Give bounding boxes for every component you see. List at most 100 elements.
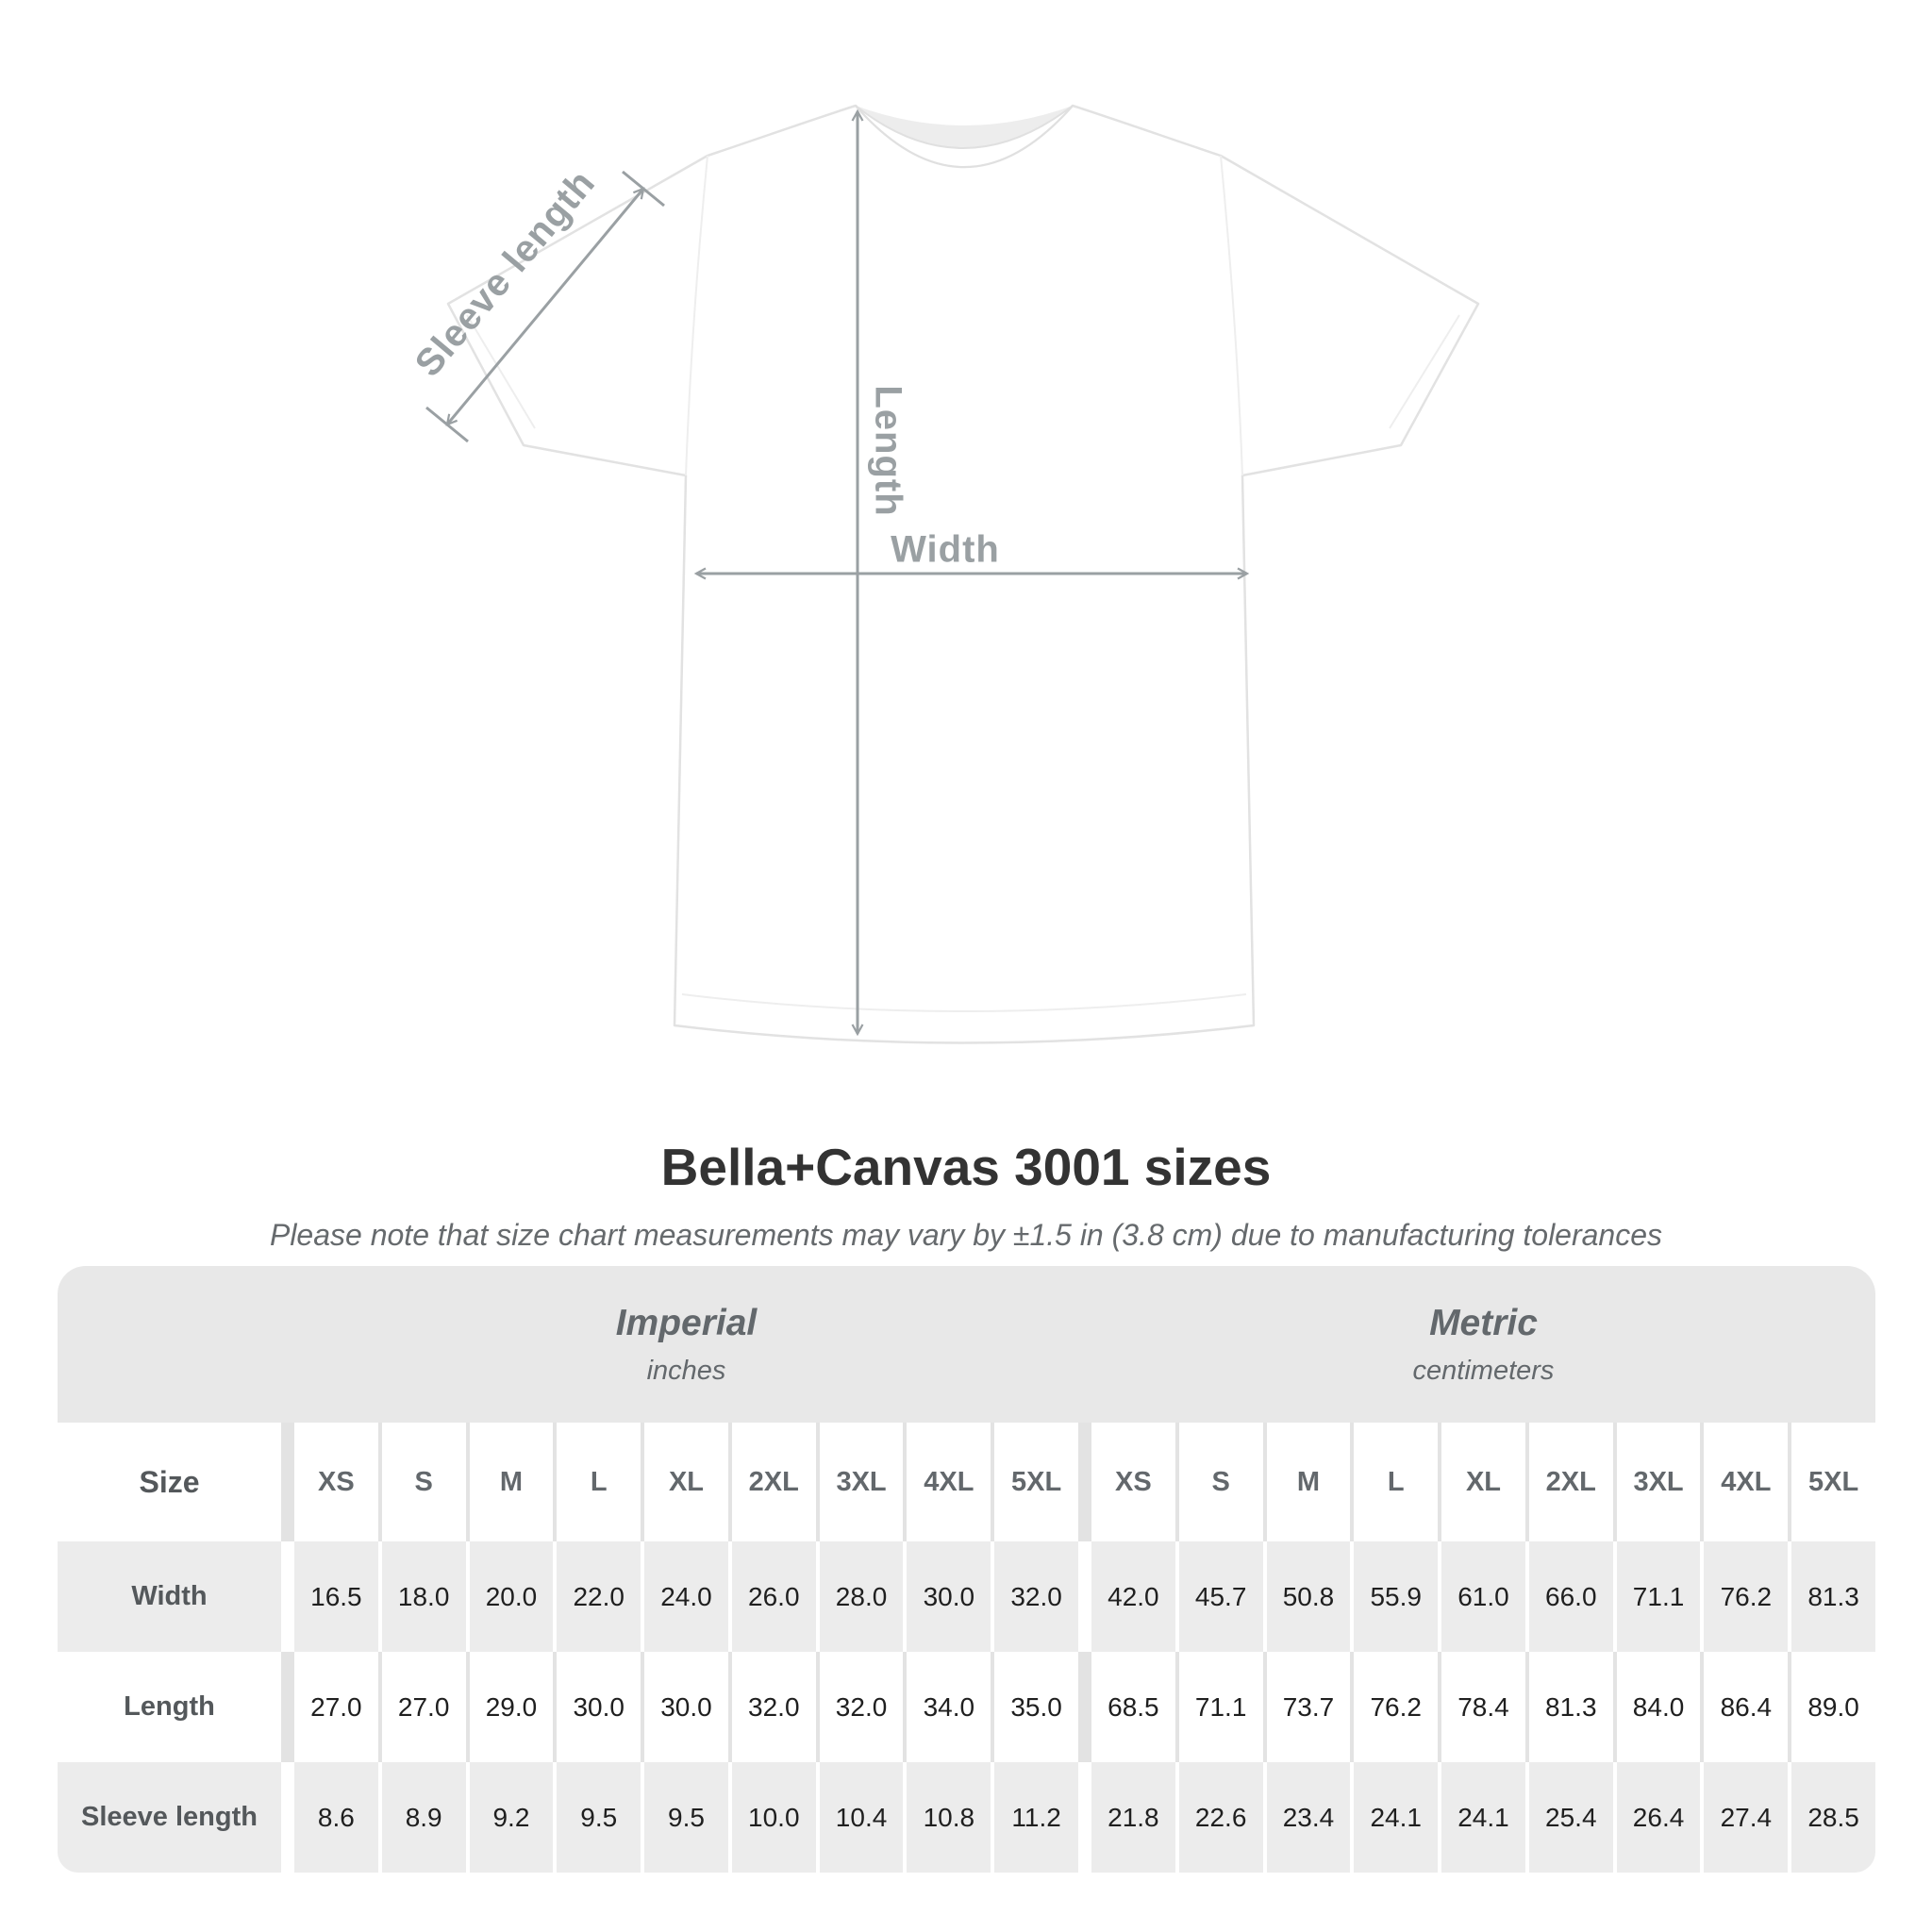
- collar-band: [855, 105, 1074, 168]
- group-divider: [1082, 1762, 1088, 1873]
- group-divider: [285, 1652, 291, 1762]
- imperial-header-group: Imperial inches: [294, 1303, 1078, 1387]
- value-cell: 16.5: [294, 1541, 378, 1652]
- size-header-cell: 2XL: [731, 1423, 816, 1541]
- value-cell: 23.4: [1266, 1762, 1351, 1873]
- size-header-cell: L: [557, 1423, 641, 1541]
- group-divider: [285, 1423, 291, 1541]
- table-row: Length 27.0 27.0 29.0 30.0 30.0 32.0 32.0 34.0 35…: [58, 1652, 1875, 1762]
- value-cell: 71.1: [1178, 1652, 1263, 1762]
- row-label: Length: [58, 1652, 281, 1762]
- value-cell: 76.2: [1354, 1652, 1439, 1762]
- value-cell: 55.9: [1354, 1541, 1439, 1652]
- group-divider: [285, 1762, 291, 1873]
- size-header-cell: 4XL: [907, 1423, 991, 1541]
- value-cell: 27.0: [381, 1652, 466, 1762]
- size-table: Imperial inches Metric centimeters Size X…: [58, 1266, 1875, 1873]
- stitch-lines: [466, 155, 1460, 1012]
- size-header-cell: M: [469, 1423, 554, 1541]
- value-cell: 34.0: [907, 1652, 991, 1762]
- size-header-cell: 3XL: [819, 1423, 904, 1541]
- value-cell: 9.5: [644, 1762, 728, 1873]
- value-cell: 26.0: [731, 1541, 816, 1652]
- size-column-header: Size: [58, 1423, 281, 1541]
- row-label: Width: [58, 1541, 281, 1652]
- value-cell: 28.5: [1791, 1762, 1875, 1873]
- group-divider: [1082, 1541, 1088, 1652]
- value-cell: 86.4: [1704, 1652, 1789, 1762]
- value-cell: 21.8: [1091, 1762, 1175, 1873]
- value-cell: 73.7: [1266, 1652, 1351, 1762]
- sleeve-arrow-end-tick: [425, 406, 469, 443]
- value-cell: 30.0: [907, 1541, 991, 1652]
- value-cell: 25.4: [1528, 1762, 1613, 1873]
- imperial-unit-label: inches: [646, 1355, 726, 1386]
- value-cell: 29.0: [469, 1652, 554, 1762]
- size-header-cell: XS: [294, 1423, 378, 1541]
- value-cell: 32.0: [994, 1541, 1078, 1652]
- value-cell: 45.7: [1178, 1541, 1263, 1652]
- value-cell: 9.5: [557, 1762, 641, 1873]
- value-cell: 81.3: [1528, 1652, 1613, 1762]
- value-cell: 61.0: [1441, 1541, 1525, 1652]
- group-divider: [1082, 1423, 1088, 1541]
- size-header-cell: 5XL: [1791, 1423, 1875, 1541]
- value-cell: 78.4: [1441, 1652, 1525, 1762]
- group-divider: [1082, 1652, 1088, 1762]
- value-cell: 10.4: [819, 1762, 904, 1873]
- value-cell: 22.0: [557, 1541, 641, 1652]
- value-cell: 76.2: [1704, 1541, 1789, 1652]
- imperial-header: Imperial: [615, 1302, 758, 1343]
- table-row: Sleeve length 8.6 8.9 9.2 9.5 9.5 10.0 10.4 10.8…: [58, 1762, 1875, 1873]
- sleeve-arrow-start-tick: [622, 170, 665, 208]
- value-cell: 18.0: [381, 1541, 466, 1652]
- page-title: Bella+Canvas 3001 sizes: [660, 1138, 1272, 1196]
- value-cell: 50.8: [1266, 1541, 1351, 1652]
- measurement-arrows: [425, 108, 1250, 1037]
- value-cell: 30.0: [557, 1652, 641, 1762]
- value-cell: 10.0: [731, 1762, 816, 1873]
- table-row: Width 16.5 18.0 20.0 22.0 24.0 26.0 28.0 30.0 32.…: [58, 1541, 1875, 1652]
- value-cell: 68.5: [1091, 1652, 1175, 1762]
- size-diagram: Sleeve length Length Width: [408, 104, 1480, 1044]
- size-header-cell: 5XL: [994, 1423, 1078, 1541]
- group-divider: [285, 1541, 291, 1652]
- value-cell: 27.4: [1704, 1762, 1789, 1873]
- value-cell: 8.6: [294, 1762, 378, 1873]
- value-cell: 24.1: [1441, 1762, 1525, 1873]
- value-cell: 84.0: [1616, 1652, 1701, 1762]
- value-cell: 8.9: [381, 1762, 466, 1873]
- value-cell: 22.6: [1178, 1762, 1263, 1873]
- size-header-cell: S: [1178, 1423, 1263, 1541]
- value-cell: 81.3: [1791, 1541, 1875, 1652]
- size-header-cell: M: [1266, 1423, 1351, 1541]
- value-cell: 32.0: [819, 1652, 904, 1762]
- size-header-cell: L: [1354, 1423, 1439, 1541]
- size-header-cell: XL: [644, 1423, 728, 1541]
- table-rows: Size XS S M L XL 2XL 3XL 4XL 5XL XS S M L XL 2XL 3XL 4XL 5…: [58, 1423, 1875, 1873]
- value-cell: 28.0: [819, 1541, 904, 1652]
- value-cell: 24.1: [1354, 1762, 1439, 1873]
- width-label: Width: [891, 528, 1000, 571]
- value-cell: 27.0: [294, 1652, 378, 1762]
- value-cell: 89.0: [1791, 1652, 1875, 1762]
- size-header-cell: XS: [1091, 1423, 1175, 1541]
- value-cell: 66.0: [1528, 1541, 1613, 1652]
- metric-header-group: Metric centimeters: [1091, 1303, 1875, 1387]
- value-cell: 30.0: [644, 1652, 728, 1762]
- value-cell: 26.4: [1616, 1762, 1701, 1873]
- size-header-cell: S: [381, 1423, 466, 1541]
- metric-header: Metric: [1429, 1302, 1538, 1343]
- table-row: Size XS S M L XL 2XL 3XL 4XL 5XL XS S M L XL 2XL 3XL 4XL 5…: [58, 1423, 1875, 1541]
- sleeve-length-arrow: [445, 187, 645, 426]
- length-label: Length: [867, 385, 909, 517]
- title-block: Bella+Canvas 3001 sizes Please note that…: [0, 1137, 1932, 1253]
- value-cell: 11.2: [994, 1762, 1078, 1873]
- table-header-band: Imperial inches Metric centimeters: [58, 1266, 1875, 1423]
- metric-unit-label: centimeters: [1412, 1355, 1555, 1386]
- value-cell: 42.0: [1091, 1541, 1175, 1652]
- size-header-cell: 3XL: [1616, 1423, 1701, 1541]
- value-cell: 10.8: [907, 1762, 991, 1873]
- row-label: Sleeve length: [58, 1762, 281, 1873]
